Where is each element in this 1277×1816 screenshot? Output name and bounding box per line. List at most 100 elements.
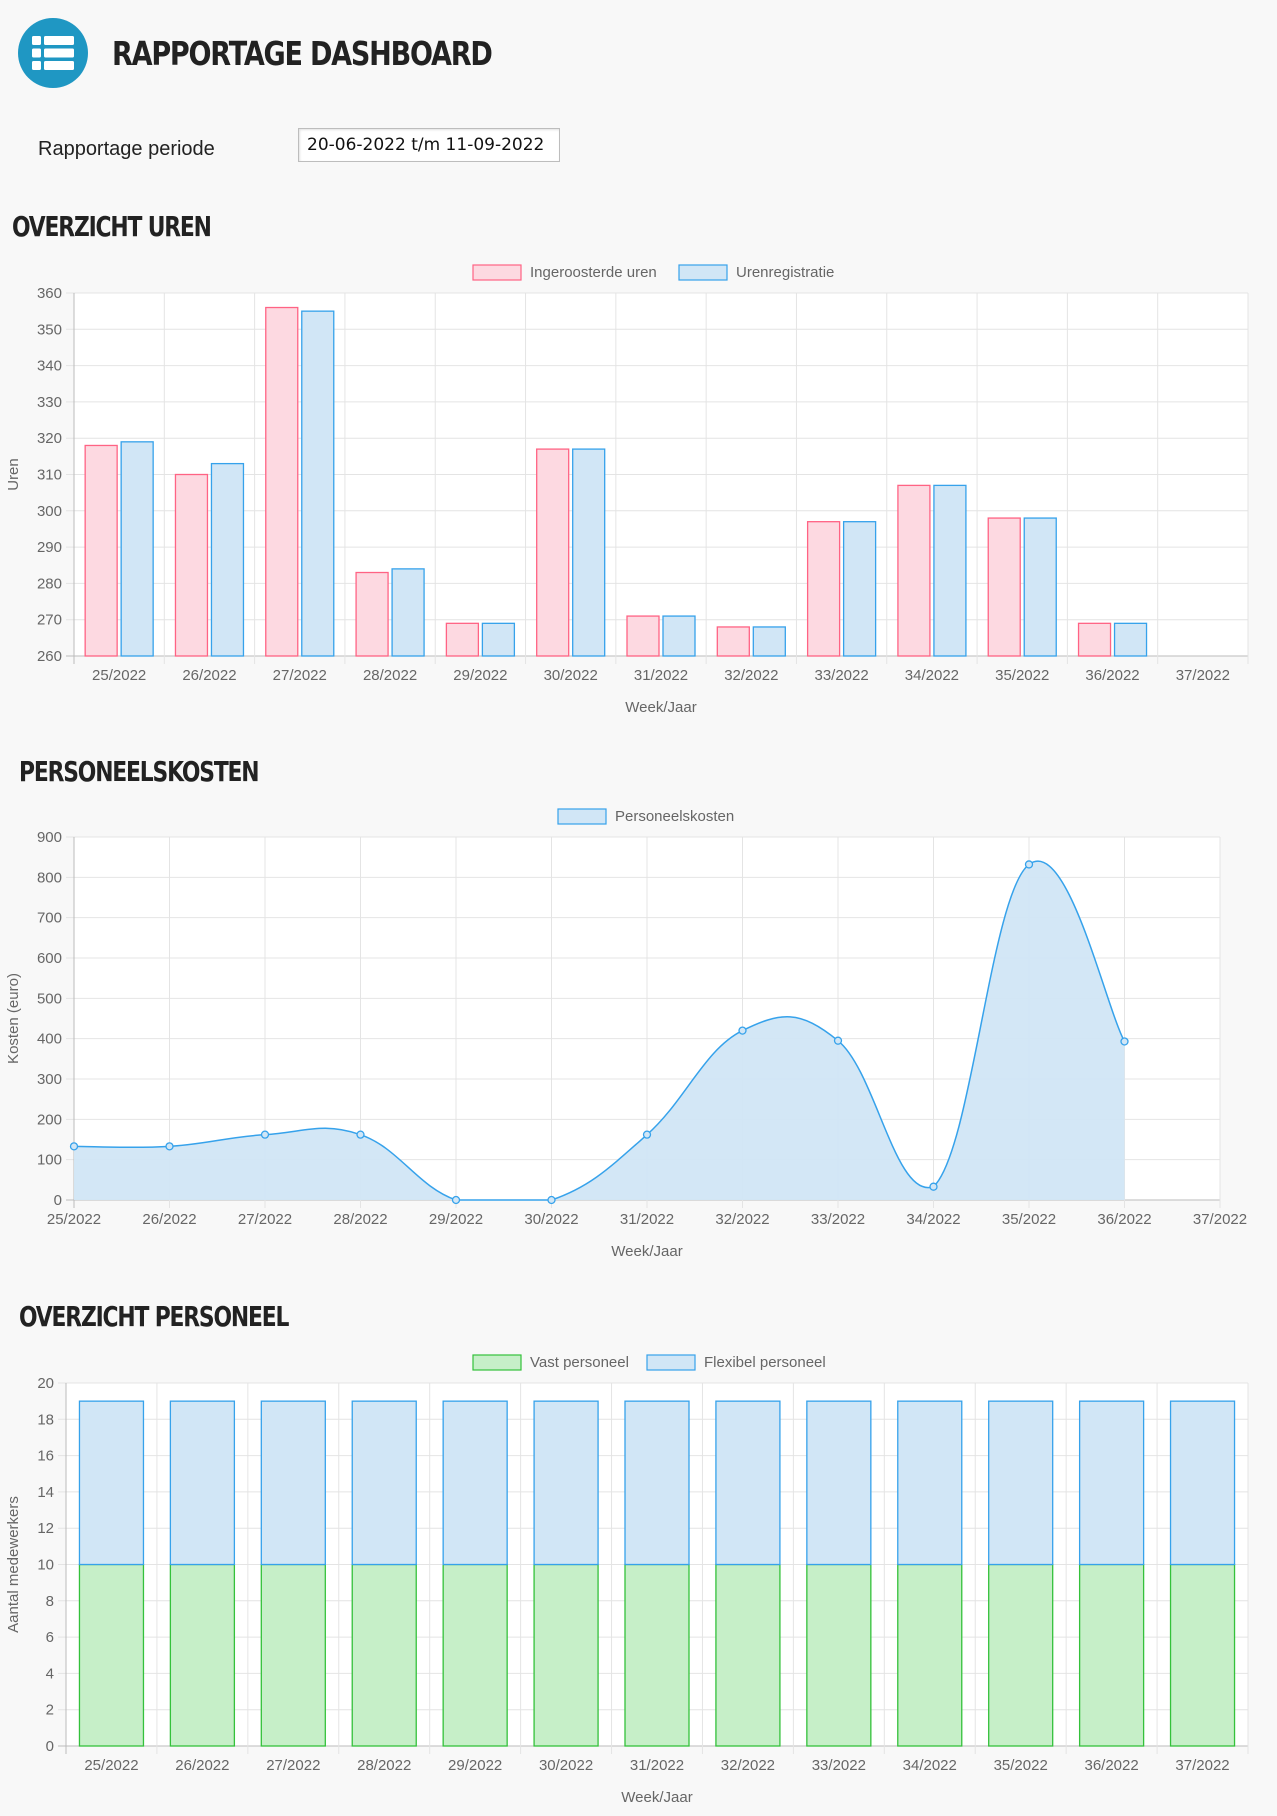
bar-vast-personeel [78, 1563, 145, 1747]
point-personeelskosten [451, 1195, 461, 1205]
y-tick-label: 300 [37, 1071, 62, 1088]
bar-vast-personeel [169, 1563, 236, 1747]
y-tick-label: 900 [37, 829, 62, 846]
x-tick-label: 33/2022 [811, 1211, 865, 1228]
bar-ingeroosterd [806, 521, 841, 657]
bar-urenregistratie [301, 310, 335, 657]
bar-vast-personeel [897, 1563, 963, 1747]
x-tick-label: 25/2022 [84, 1757, 138, 1774]
y-tick-label: 310 [37, 467, 62, 484]
y-tick-label: 0 [46, 1738, 54, 1755]
y-tick-label: 6 [46, 1629, 54, 1646]
bar-ingeroosterd [626, 615, 660, 657]
chart-kosten-svg: Personeelskosten 0 100 200 300 400 500 600 700 80… [5, 808, 1247, 1260]
y-tick-label: 300 [37, 503, 62, 520]
bar-urenregistratie [391, 568, 425, 657]
x-tick-label: 32/2022 [715, 1211, 769, 1228]
x-tick-label: 26/2022 [175, 1757, 229, 1774]
point-personeelskosten [356, 1130, 365, 1139]
x-tick-label: 35/2022 [995, 667, 1049, 684]
bar-ingeroosterd [897, 484, 931, 657]
legend-swatch-0 [557, 808, 607, 825]
chart-uren-svg: Ingeroosterde uren Urenregistratie 260 270 2… [5, 264, 1249, 716]
point-personeelskosten [929, 1182, 938, 1191]
y-tick-label: 340 [37, 358, 62, 375]
bar-vast-personeel [988, 1563, 1054, 1747]
bar-vast-personeel [806, 1563, 872, 1747]
point-personeelskosten [738, 1026, 747, 1035]
legend-label-1: Flexibel personeel [704, 1354, 826, 1371]
bar-urenregistratie [842, 521, 877, 657]
y-tick-label: 290 [37, 539, 62, 556]
bar-vast-personeel [1078, 1563, 1145, 1747]
x-tick-label: 31/2022 [630, 1757, 684, 1774]
y-tick-label: 600 [37, 950, 62, 967]
y-tick-label: 12 [37, 1520, 54, 1537]
y-tick-label: 280 [37, 575, 62, 592]
legend-label-1: Urenregistratie [736, 264, 834, 281]
x-tick-label: 33/2022 [814, 667, 868, 684]
y-tick-label: 260 [37, 648, 62, 665]
bar-vast-personeel [442, 1563, 508, 1747]
x-tick-label: 37/2022 [1193, 1211, 1247, 1228]
bar-urenregistratie [1113, 622, 1148, 657]
x-tick-label: 30/2022 [539, 1757, 593, 1774]
section-title-uren: OVERZICHT UREN [12, 210, 212, 243]
point-personeelskosten [1024, 860, 1034, 869]
x-tick-label: 34/2022 [905, 667, 959, 684]
y-tick-label: 0 [54, 1192, 62, 1209]
period-label: Rapportage periode [38, 138, 215, 160]
bar-vast-personeel [715, 1563, 781, 1747]
point-personeelskosten [69, 1142, 79, 1151]
bar-flexibel-personeel [806, 1400, 872, 1566]
bar-vast-personeel [260, 1563, 326, 1747]
legend-label-0: Personeelskosten [615, 808, 734, 825]
x-tick-label: 35/2022 [994, 1757, 1048, 1774]
point-personeelskosten [833, 1036, 843, 1045]
bar-ingeroosterd [174, 473, 209, 657]
y-axis-title: Uren [5, 458, 22, 491]
point-personeelskosten [642, 1130, 652, 1139]
bar-urenregistratie [752, 626, 786, 657]
y-tick-label: 400 [37, 1031, 62, 1048]
data-marks [78, 1400, 1236, 1747]
x-tick-label: 36/2022 [1085, 667, 1139, 684]
x-tick-label: 28/2022 [333, 1211, 387, 1228]
x-tick-label: 28/2022 [363, 667, 417, 684]
data-marks [69, 860, 1129, 1205]
chart-personeel: Vast personeel Flexibel personeel 0 2 4 6 8 10 1… [0, 1346, 1277, 1816]
x-tick-label: 27/2022 [266, 1757, 320, 1774]
bar-flexibel-personeel [624, 1400, 690, 1566]
bar-flexibel-personeel [442, 1400, 508, 1566]
legend-label-0: Vast personeel [530, 1354, 629, 1371]
chart-personeel-svg: Vast personeel Flexibel personeel 0 2 4 6 8 10 1… [5, 1354, 1249, 1806]
bar-ingeroosterd [355, 571, 389, 657]
legend-swatch-1 [678, 264, 728, 281]
x-tick-label: 31/2022 [634, 667, 688, 684]
y-tick-label: 20 [37, 1375, 54, 1392]
bar-flexibel-personeel [1169, 1400, 1236, 1566]
point-personeelskosten [165, 1142, 174, 1151]
y-tick-label: 4 [46, 1665, 54, 1682]
chart-legend: Personeelskosten [557, 808, 734, 825]
period-input[interactable] [298, 128, 560, 162]
page-title: RAPPORTAGE DASHBOARD [112, 33, 493, 73]
chart-legend: Ingeroosterde uren Urenregistratie [472, 264, 834, 281]
bar-urenregistratie [120, 441, 154, 657]
bar-ingeroosterd [265, 306, 299, 657]
y-tick-label: 2 [46, 1702, 54, 1719]
y-tick-label: 200 [37, 1111, 62, 1128]
y-tick-label: 8 [46, 1593, 54, 1610]
list-icon [18, 18, 88, 88]
x-tick-label: 30/2022 [524, 1211, 578, 1228]
legend-swatch-1 [646, 1354, 696, 1371]
y-tick-label: 700 [37, 910, 62, 927]
x-tick-label: 27/2022 [238, 1211, 292, 1228]
data-marks [84, 306, 1148, 657]
bar-flexibel-personeel [715, 1400, 781, 1566]
section-title-personeel: OVERZICHT PERSONEEL [19, 1300, 289, 1333]
chart-uren: Ingeroosterde uren Urenregistratie 260 270 2… [0, 256, 1277, 726]
x-axis-title: Week/Jaar [625, 699, 696, 716]
bar-vast-personeel [351, 1563, 417, 1747]
x-tick-label: 34/2022 [906, 1211, 960, 1228]
